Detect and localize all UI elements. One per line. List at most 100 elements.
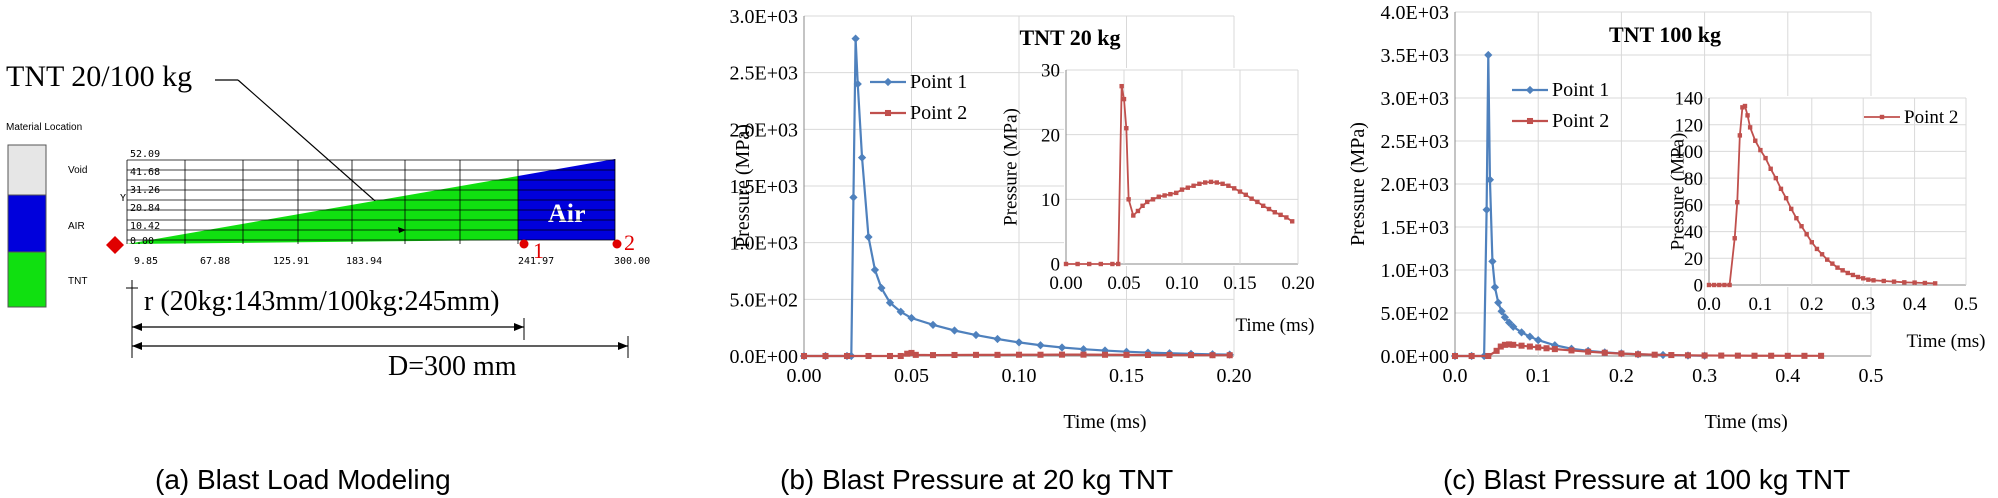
data-point [1075,261,1080,267]
data-point [1711,282,1717,288]
data-point [1126,197,1131,202]
data-point [1272,210,1277,215]
y-tick-label: 120 [1675,115,1704,136]
data-point [1866,277,1871,282]
data-point [1794,216,1799,221]
mesh-grid [126,159,616,244]
y-tick-label: 1.5E+03 [730,176,799,198]
data-point [886,352,894,360]
mesh-y-tick: 31.26 [130,185,160,196]
x-tick-label: 0.2 [1609,365,1634,387]
data-point [1037,351,1044,358]
mesh-x-tick: 125.91 [273,256,309,267]
data-point [1922,280,1928,286]
x-axis-label: Time (ms) [1235,315,1314,336]
data-point [1187,352,1195,359]
data-point [1773,175,1779,181]
data-point [1784,352,1791,359]
data-point [849,193,858,202]
data-point [972,351,980,358]
data-point [1732,236,1737,241]
mesh-y-axis-letter: Y [120,193,126,204]
data-point [1835,265,1840,270]
data-point [1123,351,1130,358]
y-tick-label: 60 [1684,196,1703,217]
data-point [1526,343,1533,350]
y-tick-label: 3.0E+03 [730,6,799,28]
data-point [1850,272,1856,278]
mesh-y-tick: 41.68 [130,167,160,178]
data-point [1768,166,1773,171]
data-point [1197,181,1202,187]
data-point [1845,270,1850,276]
data-point [1501,341,1508,348]
data-point [1855,274,1861,280]
material-legend-title: Material Location [6,122,82,133]
y-tick-label: 3.0E+03 [1381,88,1450,110]
void-color-swatch [7,144,47,196]
data-point [1079,345,1088,354]
data-point [1668,352,1675,359]
data-point [1131,213,1136,218]
data-point [1825,257,1830,262]
data-point [1135,208,1141,214]
data-point [1063,261,1069,267]
data-point [1737,133,1743,138]
y-tick-label: 100 [1675,142,1704,163]
data-point [1734,352,1741,359]
data-point [1057,343,1067,352]
data-point [1237,189,1243,194]
chart-c-main: 0.0E+00 5.0E+02 1.0E+03 1.5E+03 2.0E+03 2.5E+… [1347,2,1884,433]
x-tick-label: 0.4 [1775,365,1800,387]
data-point [1493,347,1500,354]
data-point [1735,199,1740,205]
data-point [1284,215,1289,220]
data-point [1203,180,1208,185]
data-point [1249,196,1254,201]
data-point [1742,103,1748,109]
chart-b-inset: 0 10 20 30 0.00 0.05 0.10 0.15 0.20 Pressure (MPa… [1001,61,1315,336]
x-tick-label: 0.10 [1165,273,1198,294]
y-axis-label: Pressure (MPa) [1001,108,1022,226]
data-point [857,153,867,162]
mesh-x-tick: 67.88 [200,256,230,267]
data-point [1119,83,1124,89]
data-point [929,352,937,359]
y-axis-label: Pressure (MPa) [1347,122,1369,246]
data-point [1506,341,1513,348]
data-point [870,265,880,274]
data-point [1861,276,1866,281]
data-point [1185,185,1190,190]
data-point [1509,322,1518,331]
data-point [1753,138,1758,143]
data-point [1140,203,1145,208]
data-point [1768,352,1775,359]
data-point [907,313,916,323]
data-point [1789,206,1794,212]
x-axis-label: Time (ms) [1705,411,1788,433]
y-tick-label: 5.0E+02 [1381,303,1450,325]
data-point [1881,278,1886,284]
tnt-callout-label: TNT 20/100 kg [6,60,192,93]
data-point [1209,352,1216,359]
point-1-label: 1 [533,238,544,263]
data-point [928,320,938,329]
data-point [908,349,915,356]
data-point [864,232,873,242]
x-tick-label: 0.3 [1851,294,1875,315]
data-point [1101,351,1109,358]
y-tick-label: 80 [1684,169,1703,190]
x-tick-label: 0.4 [1903,294,1927,315]
mesh-y-tick: 0.00 [130,236,154,247]
x-axis-label: Time (ms) [1906,331,1985,352]
data-point [1497,307,1506,316]
data-point [1278,212,1283,218]
data-point [1488,257,1497,266]
y-axis-label: Pressure (MPa) [732,124,754,248]
data-point [1510,341,1517,348]
tnt-color-swatch [7,251,47,308]
panel-b-caption: (b) Blast Pressure at 20 kg TNT [780,464,1173,495]
data-point [1220,181,1225,187]
data-point [1814,246,1820,252]
data-point [1080,351,1087,358]
